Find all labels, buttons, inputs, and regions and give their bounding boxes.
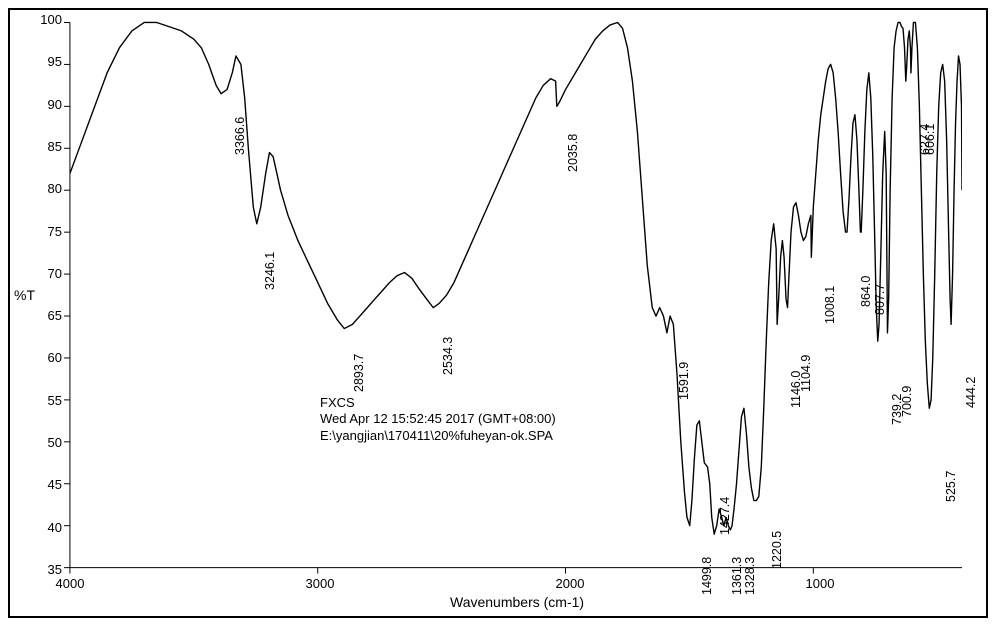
peak-label: 3246.1 — [263, 252, 277, 290]
y-tick-label: 90 — [32, 97, 62, 112]
x-axis-label: Wavenumbers (cm-1) — [450, 594, 584, 610]
y-tick-label: 100 — [32, 12, 62, 27]
peak-label: 1328.3 — [743, 556, 757, 594]
peak-label: 606.1 — [923, 123, 937, 154]
peak-label: 2534.3 — [441, 336, 455, 374]
y-tick-label: 65 — [32, 308, 62, 323]
x-tick-label: 1000 — [806, 576, 835, 591]
y-tick-label: 45 — [32, 477, 62, 492]
y-tick-label: 75 — [32, 224, 62, 239]
y-tick-label: 80 — [32, 181, 62, 196]
y-tick-label: 85 — [32, 139, 62, 154]
y-tick-label: 70 — [32, 266, 62, 281]
peak-label: 2893.7 — [352, 353, 366, 391]
x-tick-label: 4000 — [56, 576, 85, 591]
peak-label: 1591.9 — [677, 362, 691, 400]
peak-label: 864.0 — [859, 276, 873, 307]
peak-label: 1427.4 — [718, 497, 732, 535]
peak-label: 2035.8 — [566, 133, 580, 171]
x-tick-label: 3000 — [306, 576, 335, 591]
peak-label: 444.2 — [964, 377, 978, 408]
peak-label: 807.7 — [873, 284, 887, 315]
peak-label: 1220.5 — [770, 531, 784, 569]
y-tick-label: 55 — [32, 393, 62, 408]
x-tick-label: 2000 — [556, 576, 585, 591]
peak-label: 3366.6 — [233, 116, 247, 154]
y-tick-label: 35 — [32, 562, 62, 577]
y-tick-label: 40 — [32, 520, 62, 535]
peak-label: 1499.8 — [700, 556, 714, 594]
peak-label: 1008.1 — [823, 286, 837, 324]
peak-label: 1361.3 — [730, 556, 744, 594]
peak-label: 1104.9 — [799, 354, 813, 391]
peak-label: 525.7 — [944, 470, 958, 501]
info-block: FXCSWed Apr 12 15:52:45 2017 (GMT+08:00)… — [320, 395, 556, 444]
y-tick-label: 50 — [32, 435, 62, 450]
y-tick-label: 95 — [32, 54, 62, 69]
y-axis-label: %T — [14, 287, 35, 303]
y-tick-label: 60 — [32, 350, 62, 365]
peak-label: 700.9 — [900, 386, 914, 417]
